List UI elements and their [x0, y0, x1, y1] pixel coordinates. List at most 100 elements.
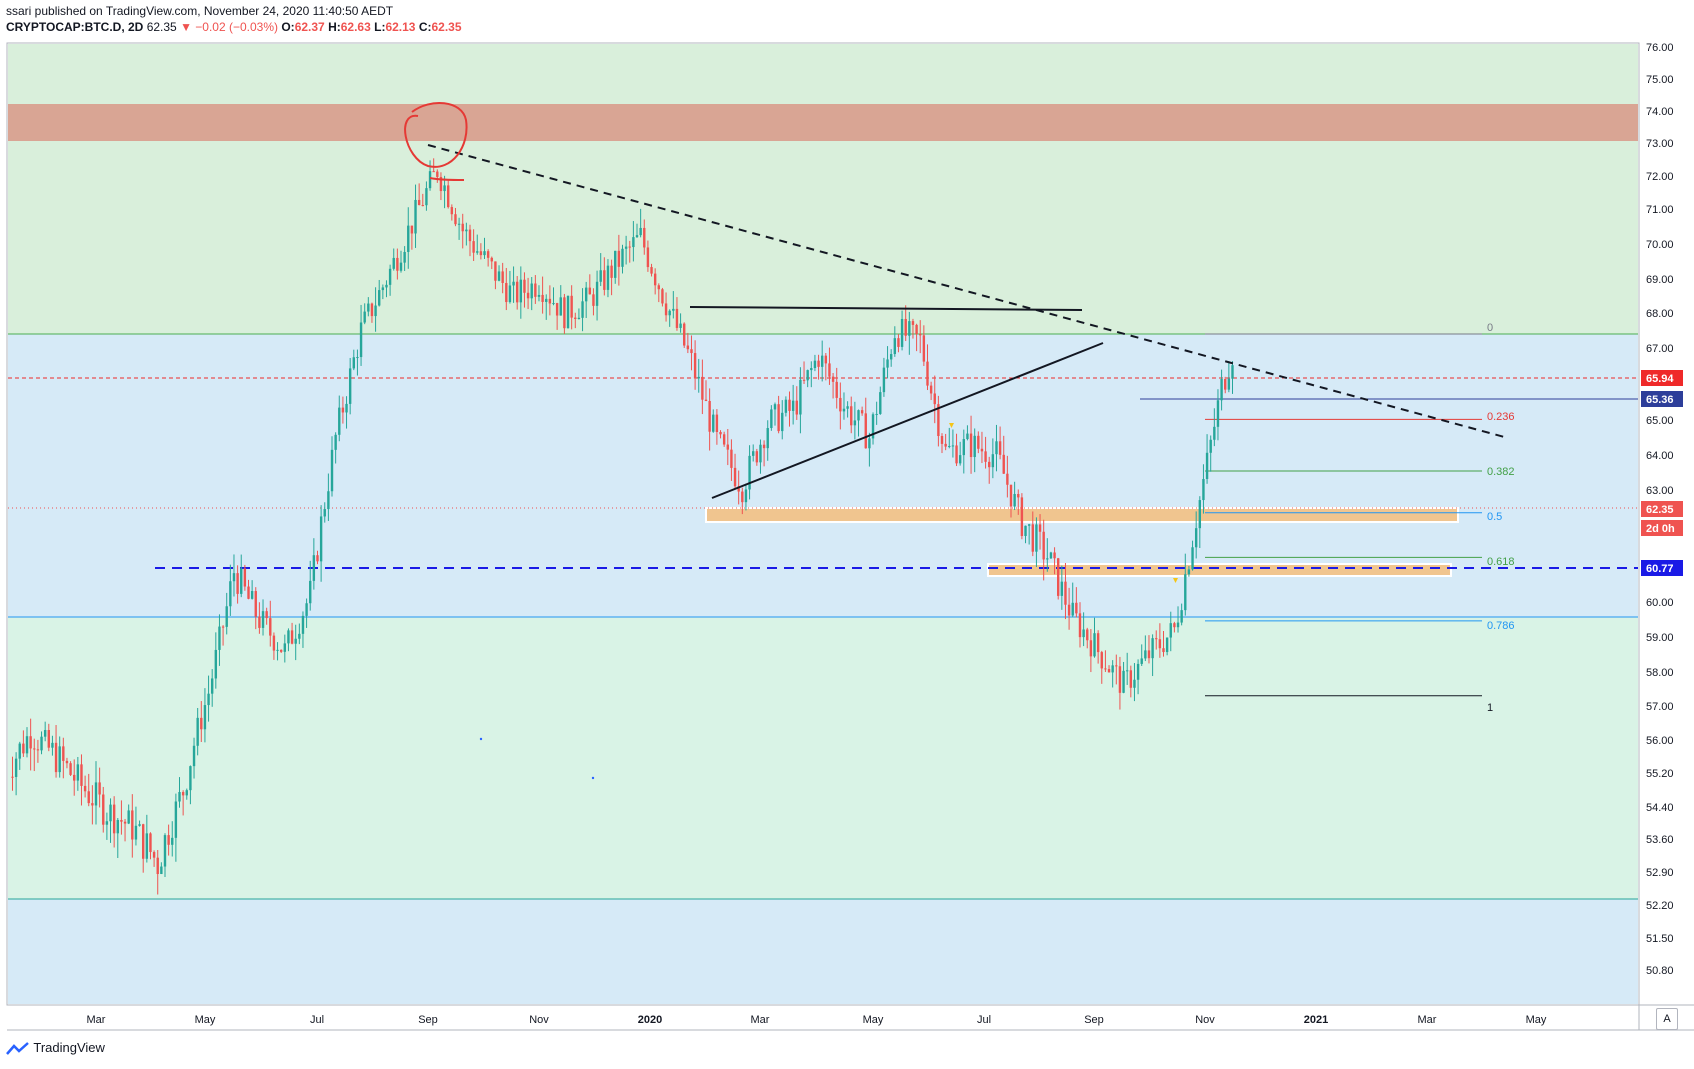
candle-body: [1180, 610, 1183, 623]
candle-body: [428, 171, 432, 189]
candle-body: [929, 385, 933, 394]
candle-body: [316, 555, 319, 562]
candle-body: [276, 649, 279, 651]
time-tick-label: Sep: [418, 1014, 438, 1026]
candle-body: [334, 434, 337, 450]
candle-body: [864, 413, 867, 449]
candle-body: [221, 626, 225, 628]
ascending-trendline[interactable]: [711, 342, 1104, 499]
price-tick-label: 53.60: [1646, 834, 1674, 846]
fibonacci-retracement[interactable]: [1205, 333, 1482, 697]
candle-body: [545, 298, 548, 302]
candle-body: [225, 606, 228, 627]
candle-body: [486, 251, 490, 258]
price-tick-label: 55.20: [1646, 768, 1674, 780]
candle-body: [341, 407, 345, 413]
candle-body: [439, 176, 443, 192]
candle-body: [824, 355, 828, 364]
time-axis[interactable]: Mar May Jul Sep Nov 2020 Mar May Jul Sep Nov 2021 Ma…: [87, 1014, 1547, 1026]
price-tick-label: 56.00: [1646, 735, 1674, 747]
candle-body: [693, 353, 697, 379]
candle-body: [966, 433, 969, 440]
candle-body: [1176, 622, 1180, 628]
price-tick-label: 67.00: [1646, 343, 1674, 355]
candle-body: [879, 392, 882, 414]
high-label: H:: [328, 20, 341, 34]
candle-body: [552, 303, 555, 305]
candle-body: [1067, 604, 1071, 616]
candle-body: [1118, 666, 1122, 693]
candle-body: [312, 555, 316, 581]
candle-body: [1191, 547, 1194, 570]
candle-body: [258, 616, 261, 628]
candle-body: [414, 199, 417, 234]
candle-body: [479, 251, 483, 256]
candle-body: [178, 792, 181, 802]
candle-body: [142, 824, 145, 859]
candle-body: [1038, 524, 1042, 532]
candle-body: [628, 246, 631, 248]
auto-scale-button[interactable]: A: [1656, 1008, 1678, 1030]
candle-body: [810, 368, 813, 371]
candle-body: [309, 580, 312, 604]
badge-65-94: 65.94: [1646, 373, 1674, 385]
time-tick-label: May: [1526, 1014, 1547, 1026]
candle-body: [672, 308, 675, 311]
candle-body: [152, 852, 156, 858]
badge-62-35-bg: [1641, 501, 1683, 517]
price-axis[interactable]: 76.00 75.00 74.00 73.00 72.00 71.00 70.00 69.00…: [1646, 42, 1674, 977]
publisher-line: ssari published on TradingView.com, Nove…: [6, 4, 394, 18]
candle-body: [806, 370, 809, 381]
dot-2: [591, 776, 595, 780]
candle-body: [388, 268, 392, 285]
candle-body: [145, 833, 149, 859]
price-tick-label: 57.00: [1646, 701, 1674, 713]
candle-body: [566, 295, 570, 329]
candle-body: [1064, 581, 1067, 605]
candle-body: [1049, 552, 1053, 559]
candle-body: [904, 318, 907, 336]
candle-body: [392, 257, 395, 269]
time-tick-label: Mar: [751, 1014, 770, 1026]
candle-body: [995, 441, 998, 455]
descending-trendline[interactable]: [427, 144, 1509, 439]
horizontal-neckline[interactable]: [689, 306, 1083, 311]
marker-yellow-1: [949, 423, 954, 428]
candle-body: [1136, 663, 1140, 680]
candle-body: [378, 290, 381, 306]
candle-body: [1104, 668, 1107, 670]
candlestick-series: [11, 158, 1234, 895]
candle-body: [646, 247, 650, 268]
candle-body: [381, 287, 385, 291]
chart-header: ssari published on TradingView.com, Nove…: [6, 3, 462, 35]
candle-body: [664, 303, 668, 316]
candle-body: [301, 615, 305, 634]
candle-body: [791, 400, 795, 411]
candle-body: [196, 717, 199, 746]
candle-body: [1071, 602, 1074, 616]
candle-body: [871, 414, 875, 439]
candle-body: [1020, 497, 1024, 537]
price-change: ▼ −0.02 (−0.03%): [180, 20, 278, 34]
candle-body: [1209, 439, 1212, 453]
candle-body: [236, 573, 239, 594]
candle-body: [461, 223, 464, 232]
candle-body: [1096, 633, 1100, 653]
tradingview-footer[interactable]: TradingView: [6, 1040, 105, 1056]
candle-body: [515, 281, 519, 303]
fib-label-0-786: 0.786: [1487, 620, 1515, 632]
badge-timer: 2d 0h: [1646, 523, 1675, 535]
price-tick-label: 74.00: [1646, 106, 1674, 118]
candle-body: [817, 360, 820, 367]
candle-body: [563, 297, 566, 329]
candle-body: [250, 591, 254, 599]
candle-body: [58, 746, 61, 773]
candle-body: [1013, 493, 1016, 507]
candle-body: [494, 261, 497, 281]
candle-body: [519, 279, 523, 303]
candle-body: [407, 225, 410, 252]
price-tick-label: 69.00: [1646, 274, 1674, 286]
candle-body: [755, 451, 759, 463]
candle-body: [265, 611, 268, 619]
